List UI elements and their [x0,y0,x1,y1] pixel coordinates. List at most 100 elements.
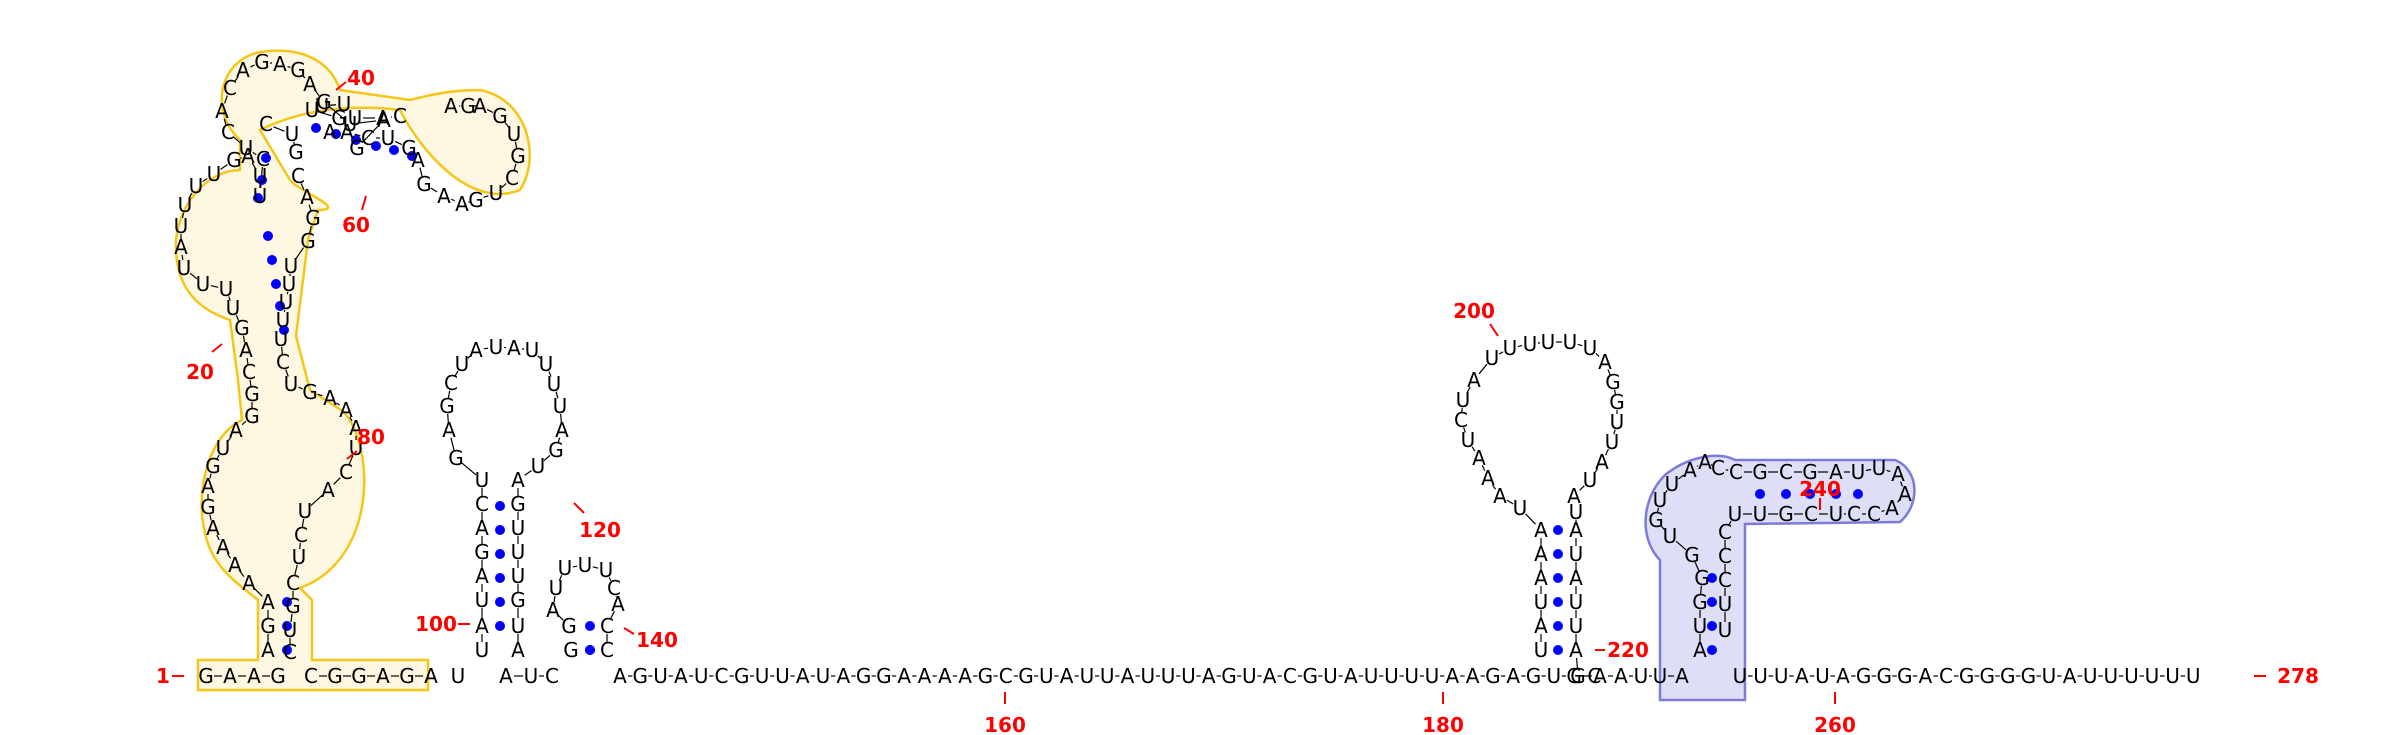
base-pair-dot [495,573,505,583]
nucleotide: G [205,454,221,478]
position-tick [335,81,347,91]
base-pair-dot [1553,645,1563,655]
nucleotide: A [424,664,438,688]
nucleotide: U [284,254,299,278]
nucleotide: G [1570,664,1586,688]
nucleotide: A [1698,450,1712,474]
backbone-link [298,386,303,390]
nucleotide: U [1384,664,1399,688]
nucleotide: A [339,398,353,422]
nucleotide: U [1569,614,1584,638]
nucleotide: C [505,166,519,190]
nucleotide: C [1718,568,1732,592]
nucleotide: G [1485,664,1501,688]
nucleotide: G [510,588,526,612]
nucleotide: G [1802,460,1818,484]
nucleotide: U [553,394,568,418]
base-pairs [253,123,1863,655]
nucleotide: A [1898,482,1912,506]
nucleotide: C [1718,520,1732,544]
backbone-link [1664,490,1668,494]
nucleotide: U [207,162,222,186]
nucleotide: C [242,360,256,384]
nucleotide: U [511,614,526,638]
backbone-link [501,183,507,188]
nucleotide: U [1461,428,1476,452]
nucleotide: C [444,371,458,395]
backbone-link [210,285,219,288]
nucleotide: A [377,108,391,132]
backbone-link [592,566,599,569]
nucleotide: G [2000,664,2016,688]
nucleotide: A [1263,664,1277,688]
nucleotide: G [290,58,306,82]
nucleotide: G [1566,664,1582,688]
nucleotide: A [836,664,850,688]
backbone-link [1595,353,1600,357]
backbone-link [1865,468,1872,472]
nucleotide: A [796,664,810,688]
nucleotide: A [918,664,932,688]
nucleotide: G [1752,460,1768,484]
backbone-link [216,454,220,460]
position-number: 120 [579,518,621,542]
position-number: 60 [342,213,370,237]
nucleotide: U [1815,664,1830,688]
nucleotide: G [2021,664,2037,688]
backbone-link [287,65,291,69]
base-pair-dot [585,645,595,655]
nucleotide: G [1526,664,1542,688]
nucleotide: U [1753,664,1768,688]
nucleotide: A [1683,458,1697,482]
nucleotide: G [978,664,994,688]
nucleotide: G [285,594,301,618]
backbone-link [1613,429,1616,435]
backbone-link [557,437,561,443]
backbone-link [181,254,184,261]
backbone-link [1881,509,1885,513]
nucleotide: A [1467,368,1481,392]
nucleotide: A [1614,664,1628,688]
nucleotide: G [244,404,260,428]
backbone-link [1517,344,1523,348]
backbone-link [317,393,323,397]
nucleotide: U [1733,664,1748,688]
backbone-link [1656,507,1660,513]
backbone-link [1481,465,1486,471]
backbone-link [1525,513,1536,525]
nucleotide: A [273,52,287,76]
backbone-link [241,420,247,426]
nucleotide: U [2042,664,2057,688]
nucleotide: A [376,106,390,130]
backbone-link [329,106,345,120]
backbone-link [451,198,455,202]
nucleotide: G [349,136,365,160]
nucleotide: U [599,558,614,582]
position-number: 260 [1814,713,1856,735]
nucleotide: A [1569,638,1583,662]
position-number: 278 [2277,664,2319,688]
nucleotide: G [1302,664,1318,688]
nucleotide: A [215,99,229,123]
nucleotide: U [178,193,193,217]
nucleotide: U [1404,664,1419,688]
nucleotide: U [2186,664,2201,688]
backbone-link [1897,499,1900,503]
base-pair-dot [407,151,417,161]
base-pair-dot [282,597,292,607]
nucleotide: U [1718,618,1733,642]
backbone-link [348,455,354,465]
nucleotide: G [561,614,577,638]
nucleotide: G [734,664,750,688]
backbone-link [281,346,283,355]
nucleotide: U [511,516,526,540]
nucleotide: C [1283,664,1297,688]
backbone-link [1886,469,1891,473]
backbone-link [250,64,255,68]
nucleotide: A [1569,518,1583,542]
backbone-link [1466,386,1471,394]
nucleotide: G [327,664,343,688]
nucleotide: U [1534,638,1549,662]
nucleotide: A [201,474,215,498]
base-pair-dot [495,501,505,511]
